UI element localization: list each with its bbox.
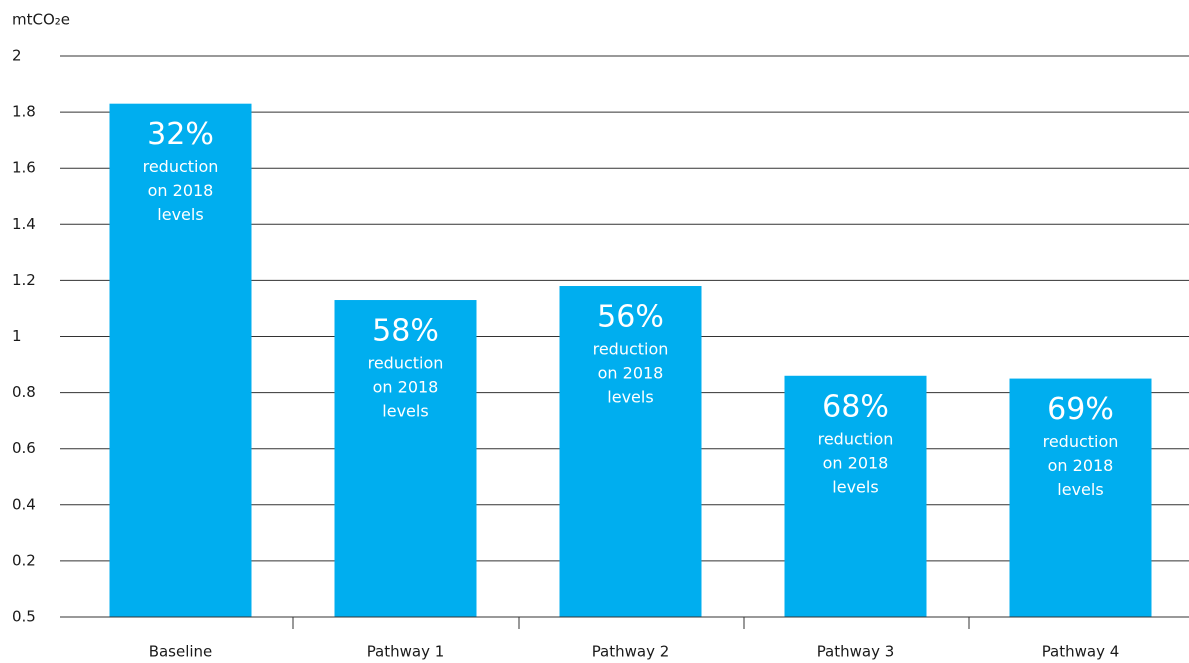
bar-annotation-text: reduction: [593, 340, 669, 359]
x-tick-label: Pathway 1: [367, 643, 445, 661]
x-tick-label: Pathway 4: [1042, 643, 1120, 661]
y-tick-label: 1.8: [12, 103, 36, 121]
bar-annotation-text: on 2018: [1048, 456, 1114, 475]
bar-annotation-text: on 2018: [373, 378, 439, 397]
x-tick-label: Baseline: [149, 643, 213, 661]
y-tick-label: 0.5: [12, 608, 36, 626]
bar-annotation-text: levels: [832, 477, 878, 496]
bar-annotation: 56%: [597, 300, 664, 335]
y-tick-label: 1: [12, 327, 22, 345]
bar-annotation-text: levels: [1057, 480, 1103, 499]
y-tick-label: 0.8: [12, 383, 36, 401]
bar-annotation-text: reduction: [1043, 432, 1119, 451]
bar: [1009, 378, 1152, 617]
y-tick-label: 0.2: [12, 551, 36, 569]
bar-annotation: 58%: [372, 314, 439, 349]
bar-annotation-text: on 2018: [823, 453, 889, 472]
bar-annotation-text: levels: [157, 205, 203, 224]
bar-annotation-text: reduction: [143, 157, 219, 176]
bar-annotation-text: levels: [382, 402, 428, 421]
bar: [334, 300, 477, 617]
bar-annotation-text: on 2018: [598, 364, 664, 383]
bar: [559, 286, 702, 617]
y-tick-label: 0.4: [12, 495, 36, 513]
bar-annotation: 68%: [822, 389, 889, 424]
bar-annotation-text: reduction: [368, 354, 444, 373]
bar: [109, 103, 252, 617]
bar-annotation-text: reduction: [818, 429, 894, 448]
y-tick-label: 0.6: [12, 439, 36, 457]
bar-annotation-text: levels: [607, 388, 653, 407]
bar-annotation-text: on 2018: [148, 181, 214, 200]
y-tick-label: 1.6: [12, 159, 36, 177]
y-axis-label: mtCO₂e: [12, 11, 70, 29]
y-tick-label: 1.2: [12, 271, 36, 289]
y-tick-label: 2: [12, 47, 22, 65]
bar: [784, 375, 927, 617]
bar-annotation: 69%: [1047, 392, 1114, 427]
x-tick-label: Pathway 2: [592, 643, 670, 661]
x-tick-label: Pathway 3: [817, 643, 895, 661]
y-tick-label: 1.4: [12, 215, 36, 233]
bar-annotation: 32%: [147, 117, 214, 152]
